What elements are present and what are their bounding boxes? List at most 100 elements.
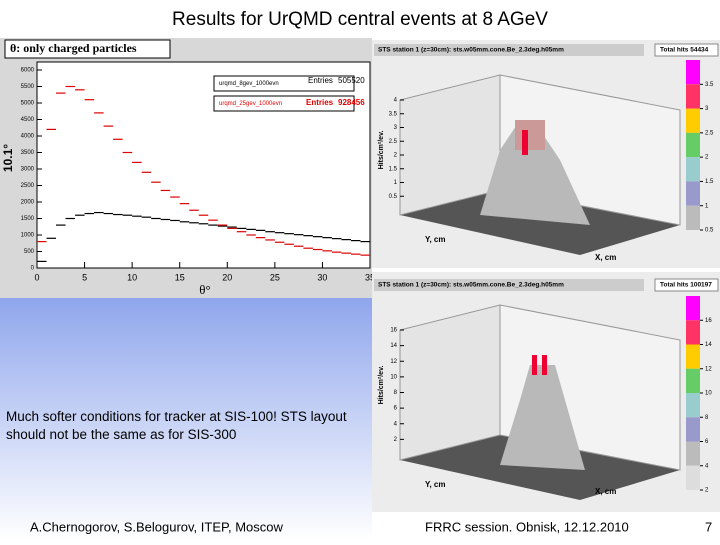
z-tick-label: 8 xyxy=(394,390,398,396)
note-background xyxy=(0,298,372,540)
surface xyxy=(532,355,537,375)
entries-value: 928456 xyxy=(338,98,365,107)
footer-event: FRRC session. Obnisk, 12.12.2010 xyxy=(425,519,629,534)
entries-label: Entries xyxy=(308,76,333,85)
total-hits: Total hits 54434 xyxy=(660,47,709,54)
color-scale-label: 0.5 xyxy=(705,228,714,234)
plot-title: STS station 1 (z=30cm): sts.w05mm.cone.B… xyxy=(378,282,564,289)
color-scale-label: 16 xyxy=(705,318,712,324)
color-scale-step xyxy=(686,320,700,345)
x-tick-label: 20 xyxy=(222,272,232,282)
surface xyxy=(522,130,528,155)
color-scale-label: 10 xyxy=(705,391,712,397)
legend-entry: urqmd_25gev_1000evn xyxy=(219,101,282,107)
color-scale-step xyxy=(686,157,700,182)
x-tick-label: 10 xyxy=(127,272,137,282)
color-scale-step xyxy=(686,368,700,393)
surface xyxy=(500,365,585,470)
x-tick-label: 0 xyxy=(34,272,39,282)
legend: urqmd_8gev_1000evn Entries 505520 urqmd_… xyxy=(213,75,365,112)
color-scale-label: 2 xyxy=(705,155,709,161)
y-axis-label: Y, cm xyxy=(425,480,445,489)
color-scale-step xyxy=(686,344,700,369)
x-tick-label: 25 xyxy=(270,272,280,282)
z-tick-label: 3 xyxy=(394,125,398,131)
color-scale-label: 3.5 xyxy=(705,82,714,88)
plot-3d-bottom: STS station 1 (z=30cm): sts.w05mm.cone.B… xyxy=(372,272,720,512)
z-axis-label: Hits/cm²/ev. xyxy=(378,131,385,170)
color-scale-step xyxy=(686,441,700,466)
x-axis-label: X, cm xyxy=(595,487,616,496)
surface xyxy=(515,120,545,150)
entries-value: 505520 xyxy=(338,76,365,85)
plot-title-bar xyxy=(374,279,644,291)
z-tick-label: 14 xyxy=(390,343,397,349)
legend-box xyxy=(213,95,355,112)
histogram-title-box xyxy=(4,39,171,59)
color-scale-step xyxy=(686,108,700,133)
color-scale-step xyxy=(686,205,700,230)
y-tick-label: 5000 xyxy=(21,101,35,107)
note: Much softer conditions for tracker at SI… xyxy=(6,409,347,442)
y-tick-label: 3000 xyxy=(21,167,35,173)
surface xyxy=(480,120,590,225)
y-axis-label: 10.1° xyxy=(1,144,15,172)
y-tick-label: 1500 xyxy=(21,216,35,222)
color-scale-label: 1.5 xyxy=(705,179,714,185)
x-tick-label: 15 xyxy=(175,272,185,282)
y-tick-label: 0 xyxy=(31,266,35,272)
z-tick-label: 10 xyxy=(390,374,397,380)
color-scale-step xyxy=(686,132,700,158)
x-axis-label: X, cm xyxy=(595,253,616,262)
z-axis-label: Hits/cm²/ev. xyxy=(378,366,385,405)
plot-3d-top: STS station 1 (z=30cm): sts.w05mm.cone.B… xyxy=(372,40,720,268)
y-tick-label: 3500 xyxy=(21,150,35,156)
total-box xyxy=(654,43,719,57)
wall xyxy=(399,74,501,216)
z-tick-label: 16 xyxy=(390,328,397,334)
color-scale-step xyxy=(686,60,700,85)
x-tick-label: 35 xyxy=(365,272,375,282)
z-tick-label: 4 xyxy=(394,98,398,104)
page-number: 7 xyxy=(705,519,712,534)
y-tick-label: 2500 xyxy=(21,183,35,189)
color-scale-label: 4 xyxy=(705,463,709,469)
histogram-title: θ: only charged particles xyxy=(10,41,137,55)
plot-title: STS station 1 (z=30cm): sts.w05mm.cone.B… xyxy=(378,47,564,54)
note-box: Much softer conditions for tracker at SI… xyxy=(6,409,347,442)
z-tick-label: 1.5 xyxy=(389,166,398,172)
floor xyxy=(400,435,680,500)
y-tick-label: 4500 xyxy=(21,117,35,123)
x-axis-label: θ° xyxy=(199,282,210,297)
color-scale-step xyxy=(686,296,700,321)
color-scale-label: 3 xyxy=(705,106,709,112)
y-tick-label: 5500 xyxy=(21,84,35,90)
y-axis-label: Y, cm xyxy=(425,235,445,244)
z-tick-label: 2 xyxy=(394,437,398,443)
color-scale-label: 8 xyxy=(705,415,709,421)
y-tick-label: 1000 xyxy=(21,233,35,239)
y-tick-label: 4000 xyxy=(21,134,35,140)
color-scale-label: 2.5 xyxy=(705,130,714,136)
footer-authors: A.Chernogorov, S.Belogurov, ITEP, Moscow xyxy=(30,519,284,534)
color-scale-step xyxy=(686,393,700,418)
color-scale-step xyxy=(686,181,700,206)
color-scale-label: 12 xyxy=(705,366,712,372)
z-tick-label: 2 xyxy=(394,153,398,159)
y-tick-label: 6000 xyxy=(21,68,35,74)
color-scale-label: 6 xyxy=(705,439,709,445)
y-tick-label: 2000 xyxy=(21,200,35,206)
y-tick-label: 500 xyxy=(24,249,35,255)
z-tick-label: 12 xyxy=(390,359,397,365)
z-tick-label: 0.5 xyxy=(389,194,398,200)
color-scale-step xyxy=(686,84,700,109)
wall xyxy=(399,304,501,461)
x-tick-label: 5 xyxy=(82,272,87,282)
floor xyxy=(400,190,680,255)
color-scale-step xyxy=(686,417,700,442)
total-hits: Total hits 100197 xyxy=(660,282,712,289)
z-tick-label: 2.5 xyxy=(389,139,398,145)
surface xyxy=(542,355,547,375)
histogram: 0 500 1000 1500 2000 2500 3000 3500 4000 4500 5000… xyxy=(21,68,375,283)
